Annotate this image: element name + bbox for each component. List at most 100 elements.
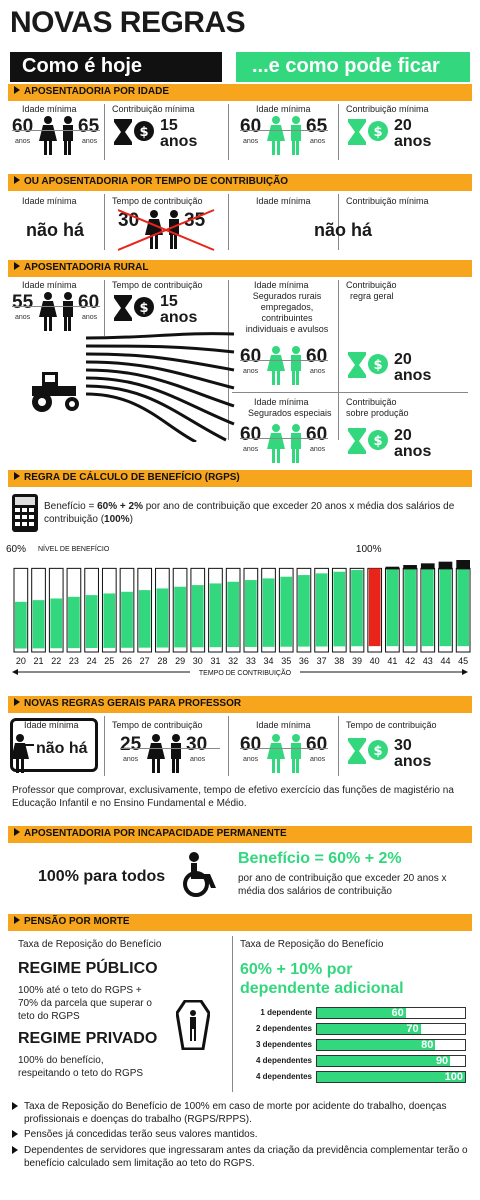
age-underline	[240, 748, 328, 749]
idade-label: Idade mínima	[256, 104, 311, 114]
footnote-item: Dependentes de servidores que ingressara…	[12, 1144, 468, 1170]
divider	[228, 280, 229, 440]
pension-bar-track: 70	[316, 1023, 466, 1035]
pension-row: 1 dependente 60	[236, 1006, 472, 1020]
x-tick-label: 23	[69, 656, 79, 666]
age-female: 60	[240, 346, 262, 367]
x-axis-label-bg	[190, 666, 300, 678]
hourglass-coin-icon: $	[348, 428, 388, 454]
pension-row-label: 3 dependentes	[255, 1040, 312, 1049]
section-title: APOSENTADORIA RURAL	[24, 262, 149, 273]
x-tick-label: 34	[264, 656, 274, 666]
footnote-item: Pensões já concedidas terão seus valores…	[12, 1128, 468, 1141]
bar-fill	[68, 596, 80, 649]
bullet-arrow-icon	[12, 1146, 18, 1154]
divider	[338, 716, 339, 776]
idade-label: Idade mínima	[254, 280, 309, 290]
anos-label: anos	[15, 314, 31, 321]
arrow-icon	[14, 916, 20, 924]
x-axis-arrow-right	[462, 669, 468, 675]
bar-fill	[439, 568, 452, 647]
svg-text:$: $	[139, 125, 148, 140]
calc-text: )	[129, 514, 133, 525]
hourglass-coin-icon: $	[348, 738, 388, 764]
x-tick-label: 35	[281, 656, 291, 666]
woman-man-icon	[39, 292, 73, 331]
x-tick-label: 24	[87, 656, 97, 666]
idade-desc: Segurados rurais empregados, contribuint…	[245, 291, 329, 334]
tempo-label: Tempo de contribuição	[112, 280, 203, 290]
divider	[338, 104, 339, 160]
regime-publico-desc: 100% até o teto do RGPS + 70% da parcela…	[18, 985, 152, 1022]
bar-fill	[262, 578, 275, 647]
pension-bar-fill: 70	[317, 1023, 421, 1035]
arrow-icon	[14, 86, 20, 94]
idade-label: Idade mínima	[24, 720, 79, 730]
pension-row-label: 4 dependentes	[255, 1056, 312, 1065]
section-title: OU APOSENTADORIA POR TEMPO DE CONTRIBUIÇ…	[24, 176, 289, 187]
calculator-icon	[12, 494, 38, 532]
calc-text: Benefício =	[44, 501, 98, 512]
tempo-male: 30	[186, 734, 208, 755]
contrib-unit: anos	[394, 443, 432, 460]
x-tick-label: 42	[405, 656, 415, 666]
divider	[104, 104, 105, 160]
arrow-icon	[14, 698, 20, 706]
future-value: não há	[314, 220, 373, 240]
section-title: PENSÃO POR MORTE	[24, 916, 130, 927]
section-header-rural: APOSENTADORIA RURAL	[8, 260, 472, 277]
professor-note: Professor que comprovar, exclusivamente,…	[12, 785, 454, 809]
svg-text:$: $	[373, 125, 382, 140]
hourglass-coin-icon: $	[114, 295, 154, 321]
bar-fill	[174, 586, 186, 648]
age-underline	[240, 360, 328, 361]
contrib-unit: anos	[394, 367, 432, 384]
pension-bar-track: 90	[316, 1055, 466, 1067]
footnote-text: Dependentes de servidores que ingressara…	[24, 1145, 468, 1169]
anos-label: anos	[123, 756, 139, 763]
pension-row: 4 dependentes 90	[236, 1054, 472, 1068]
contrib-unit: anos	[394, 133, 432, 150]
regime-privado-title: REGIME PRIVADO	[18, 1030, 158, 1047]
section-header-professor: NOVAS REGRAS GERAIS PARA PROFESSOR	[8, 696, 472, 713]
anos-label: anos	[310, 138, 326, 145]
column-header-current: Como é hoje	[10, 52, 222, 82]
x-tick-label: 31	[210, 656, 220, 666]
footnote-text: Taxa de Reposição do Benefício de 100% e…	[24, 1101, 447, 1125]
anos-label: anos	[15, 138, 31, 145]
incap-current-value: 100% para todos	[38, 868, 166, 885]
divider	[104, 194, 105, 250]
x-tick-label: 40	[370, 656, 380, 666]
pension-bar-value: 70	[406, 1023, 419, 1035]
contrib-label: Contribuição	[346, 280, 397, 290]
bar-fill	[404, 568, 416, 647]
x-tick-label: 22	[51, 656, 61, 666]
x-tick-label: 25	[104, 656, 114, 666]
x-tick-label: 20	[16, 656, 26, 666]
svg-text:$: $	[139, 301, 148, 316]
x-tick-label: 44	[440, 656, 450, 666]
footnote-text: Pensões já concedidas terão seus valores…	[24, 1129, 258, 1140]
pension-row: 2 dependentes 70	[236, 1022, 472, 1036]
age-male: 65	[78, 116, 100, 137]
cross-out-icon	[118, 209, 215, 251]
age-female: 55	[12, 292, 34, 313]
divider	[228, 194, 229, 250]
y-start-label: 60%	[6, 544, 26, 555]
tempo-crossed: 30 35	[118, 208, 220, 252]
arrow-icon	[14, 176, 20, 184]
contrib-unit: anos	[160, 309, 198, 326]
divider	[338, 280, 339, 440]
pension-row-label: 2 dependentes	[255, 1024, 312, 1033]
age-male: 60	[306, 734, 328, 755]
section-title: APOSENTADORIA POR IDADE	[24, 86, 170, 97]
bar-fill	[138, 590, 151, 648]
age-male: 60	[78, 292, 100, 313]
divider	[232, 392, 468, 393]
bar-extra	[456, 560, 470, 570]
incap-future-title: Benefício = 60% + 2%	[238, 850, 402, 867]
pension-bar-track: 60	[316, 1007, 466, 1019]
bar-fill	[103, 593, 116, 648]
idade-desc: Segurados especiais	[248, 408, 332, 418]
bar-fill	[351, 570, 363, 647]
